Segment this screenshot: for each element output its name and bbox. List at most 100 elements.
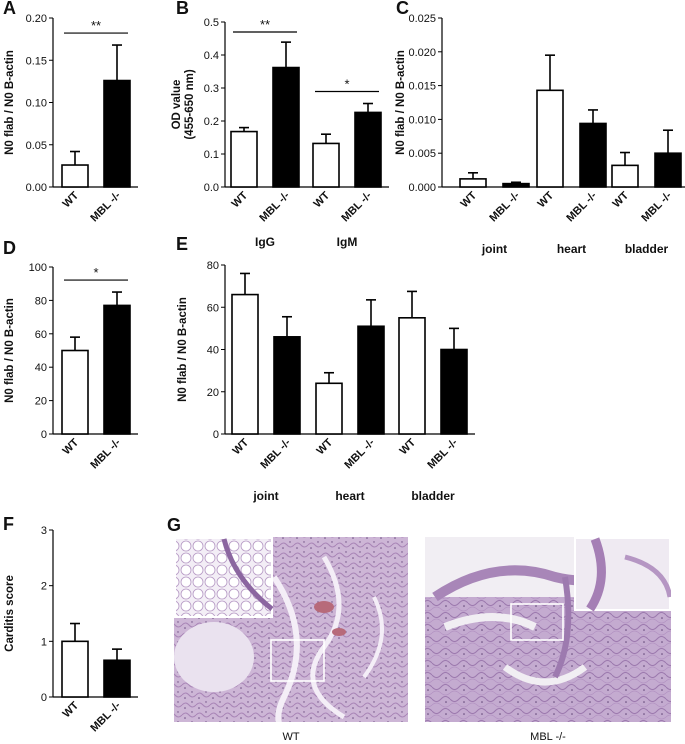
bar-wt: [611, 164, 639, 188]
y-axis-title-line: (455-650 nm): [184, 69, 196, 139]
blood-spot: [314, 601, 334, 613]
category-label: WT: [312, 189, 333, 210]
y-tick-label: 0.10: [26, 98, 47, 110]
blood-spot: [332, 628, 346, 636]
y-tick-label: 2: [41, 581, 47, 593]
bar-wt: [61, 349, 89, 435]
bar-mbl: [103, 79, 131, 188]
bar-mbl: [103, 304, 131, 435]
tissue-gap: [443, 613, 537, 631]
bar-mbl: [502, 182, 530, 188]
y-tick-label: 0.4: [204, 50, 219, 62]
category-label: WT: [611, 189, 632, 210]
micrograph-wt: WT: [174, 537, 408, 743]
y-tick-label: 20: [35, 396, 47, 408]
panel-letter: D: [3, 238, 16, 258]
bar-wt: [231, 293, 259, 435]
chart-panel-a: A 0.00 0.05 0.10 0.15 0.20 N0 flab / N0 B-acti…: [3, 0, 138, 224]
bar-mbl: [103, 659, 131, 698]
bar-wt: [312, 142, 340, 188]
y-axis-title: OD value(455-650 nm): [171, 69, 196, 139]
panel-letter: B: [176, 0, 189, 18]
bar-mbl: [440, 348, 468, 435]
category-label: MBL -/-: [564, 189, 599, 224]
category-label: WT: [315, 436, 336, 457]
y-tick-label: 0.010: [408, 114, 436, 126]
bar-mbl: [354, 111, 382, 188]
bar-wt: [459, 178, 487, 188]
y-tick-label: 0.025: [408, 13, 436, 25]
y-tick-label: 0.1: [204, 149, 219, 161]
category-label: WT: [61, 699, 82, 720]
significance-label: *: [344, 77, 349, 92]
category-label: MBL -/-: [425, 436, 460, 471]
y-tick-label: 0.2: [204, 116, 219, 128]
panel-letter: A: [3, 0, 16, 18]
micrograph-content: [174, 537, 408, 722]
category-label: MBL -/-: [487, 189, 522, 224]
group-label: joint: [481, 242, 507, 256]
y-tick-label: 80: [207, 260, 219, 272]
tissue-gap: [362, 596, 384, 679]
y-tick-label: 0.5: [204, 17, 219, 29]
chart-panel-e: E 0 20 40 60 80 N0 flab / N0 B-actin WT MBL -/- j…: [176, 234, 475, 503]
y-tick-label: 40: [35, 362, 47, 374]
y-tick-label: 0.20: [26, 13, 47, 25]
chart-panel-c: C 0.000 0.005 0.010 0.015 0.020 0.025 N0 flab /…: [395, 0, 685, 256]
panel-letter: C: [396, 0, 409, 18]
y-tick-label: 0: [41, 429, 47, 441]
y-tick-label: 40: [207, 345, 219, 357]
panel-letter: E: [176, 234, 188, 254]
significance-label: **: [91, 18, 101, 33]
category-label: WT: [231, 436, 252, 457]
panel-letter: F: [3, 514, 14, 534]
group-label: heart: [335, 489, 364, 503]
panel-letter: G: [167, 515, 181, 535]
y-axis-title: N0 flab / N0 B-actin: [395, 50, 407, 155]
y-axis-title: N0 flab / N0 B-actin: [4, 50, 16, 155]
tissue-gap: [502, 664, 588, 686]
tissue-area: [425, 597, 671, 722]
category-label: MBL -/-: [639, 189, 674, 224]
significance-label: **: [260, 17, 270, 32]
y-tick-label: 0.0: [204, 182, 219, 194]
inset-tissue: [624, 554, 671, 598]
bar-wt: [536, 89, 564, 188]
y-axis-title: N0 flab / N0 B-actin: [4, 298, 16, 403]
category-label: MBL -/-: [88, 436, 123, 471]
tissue-strand: [552, 576, 572, 679]
y-tick-label: 1: [41, 636, 47, 648]
category-label: MBL -/-: [342, 436, 377, 471]
inset-image: [574, 537, 671, 611]
zoom-box: [510, 603, 564, 641]
y-tick-label: 20: [207, 387, 219, 399]
bar-wt: [61, 164, 89, 188]
y-tick-label: 0.020: [408, 47, 436, 59]
bar-wt: [398, 317, 426, 435]
category-label: WT: [61, 436, 82, 457]
category-label: WT: [61, 189, 82, 210]
micrograph-caption: MBL -/-: [530, 731, 566, 743]
chart-panel-b: B 0.0 0.1 0.2 0.3 0.4 0.5 OD value(455-650 nm) W…: [171, 0, 389, 249]
y-tick-label: 0.000: [408, 182, 436, 194]
group-label: heart: [557, 242, 586, 256]
y-tick-label: 0: [41, 692, 47, 704]
group-label: IgM: [337, 235, 358, 249]
micrograph-content: [425, 537, 671, 722]
y-tick-label: 80: [35, 295, 47, 307]
category-label: MBL -/-: [88, 189, 123, 224]
group-label: IgG: [255, 235, 275, 249]
zoom-box: [270, 639, 325, 682]
y-axis-title-line: OD value: [171, 80, 183, 130]
micrograph-panel: G WT MBL -/-: [167, 515, 671, 743]
bar-mbl: [579, 122, 607, 188]
inset-tissue: [586, 537, 606, 612]
category-label: WT: [536, 189, 557, 210]
chart-panel-d: D 0 20 40 60 80 100 N0 flab / N0 B-actin WT MBL -…: [3, 238, 138, 471]
tissue-lumen: [174, 622, 254, 692]
category-label: MBL -/-: [258, 436, 293, 471]
category-label: MBL -/-: [88, 699, 123, 734]
bar-mbl: [272, 66, 300, 188]
y-tick-label: 60: [207, 302, 219, 314]
